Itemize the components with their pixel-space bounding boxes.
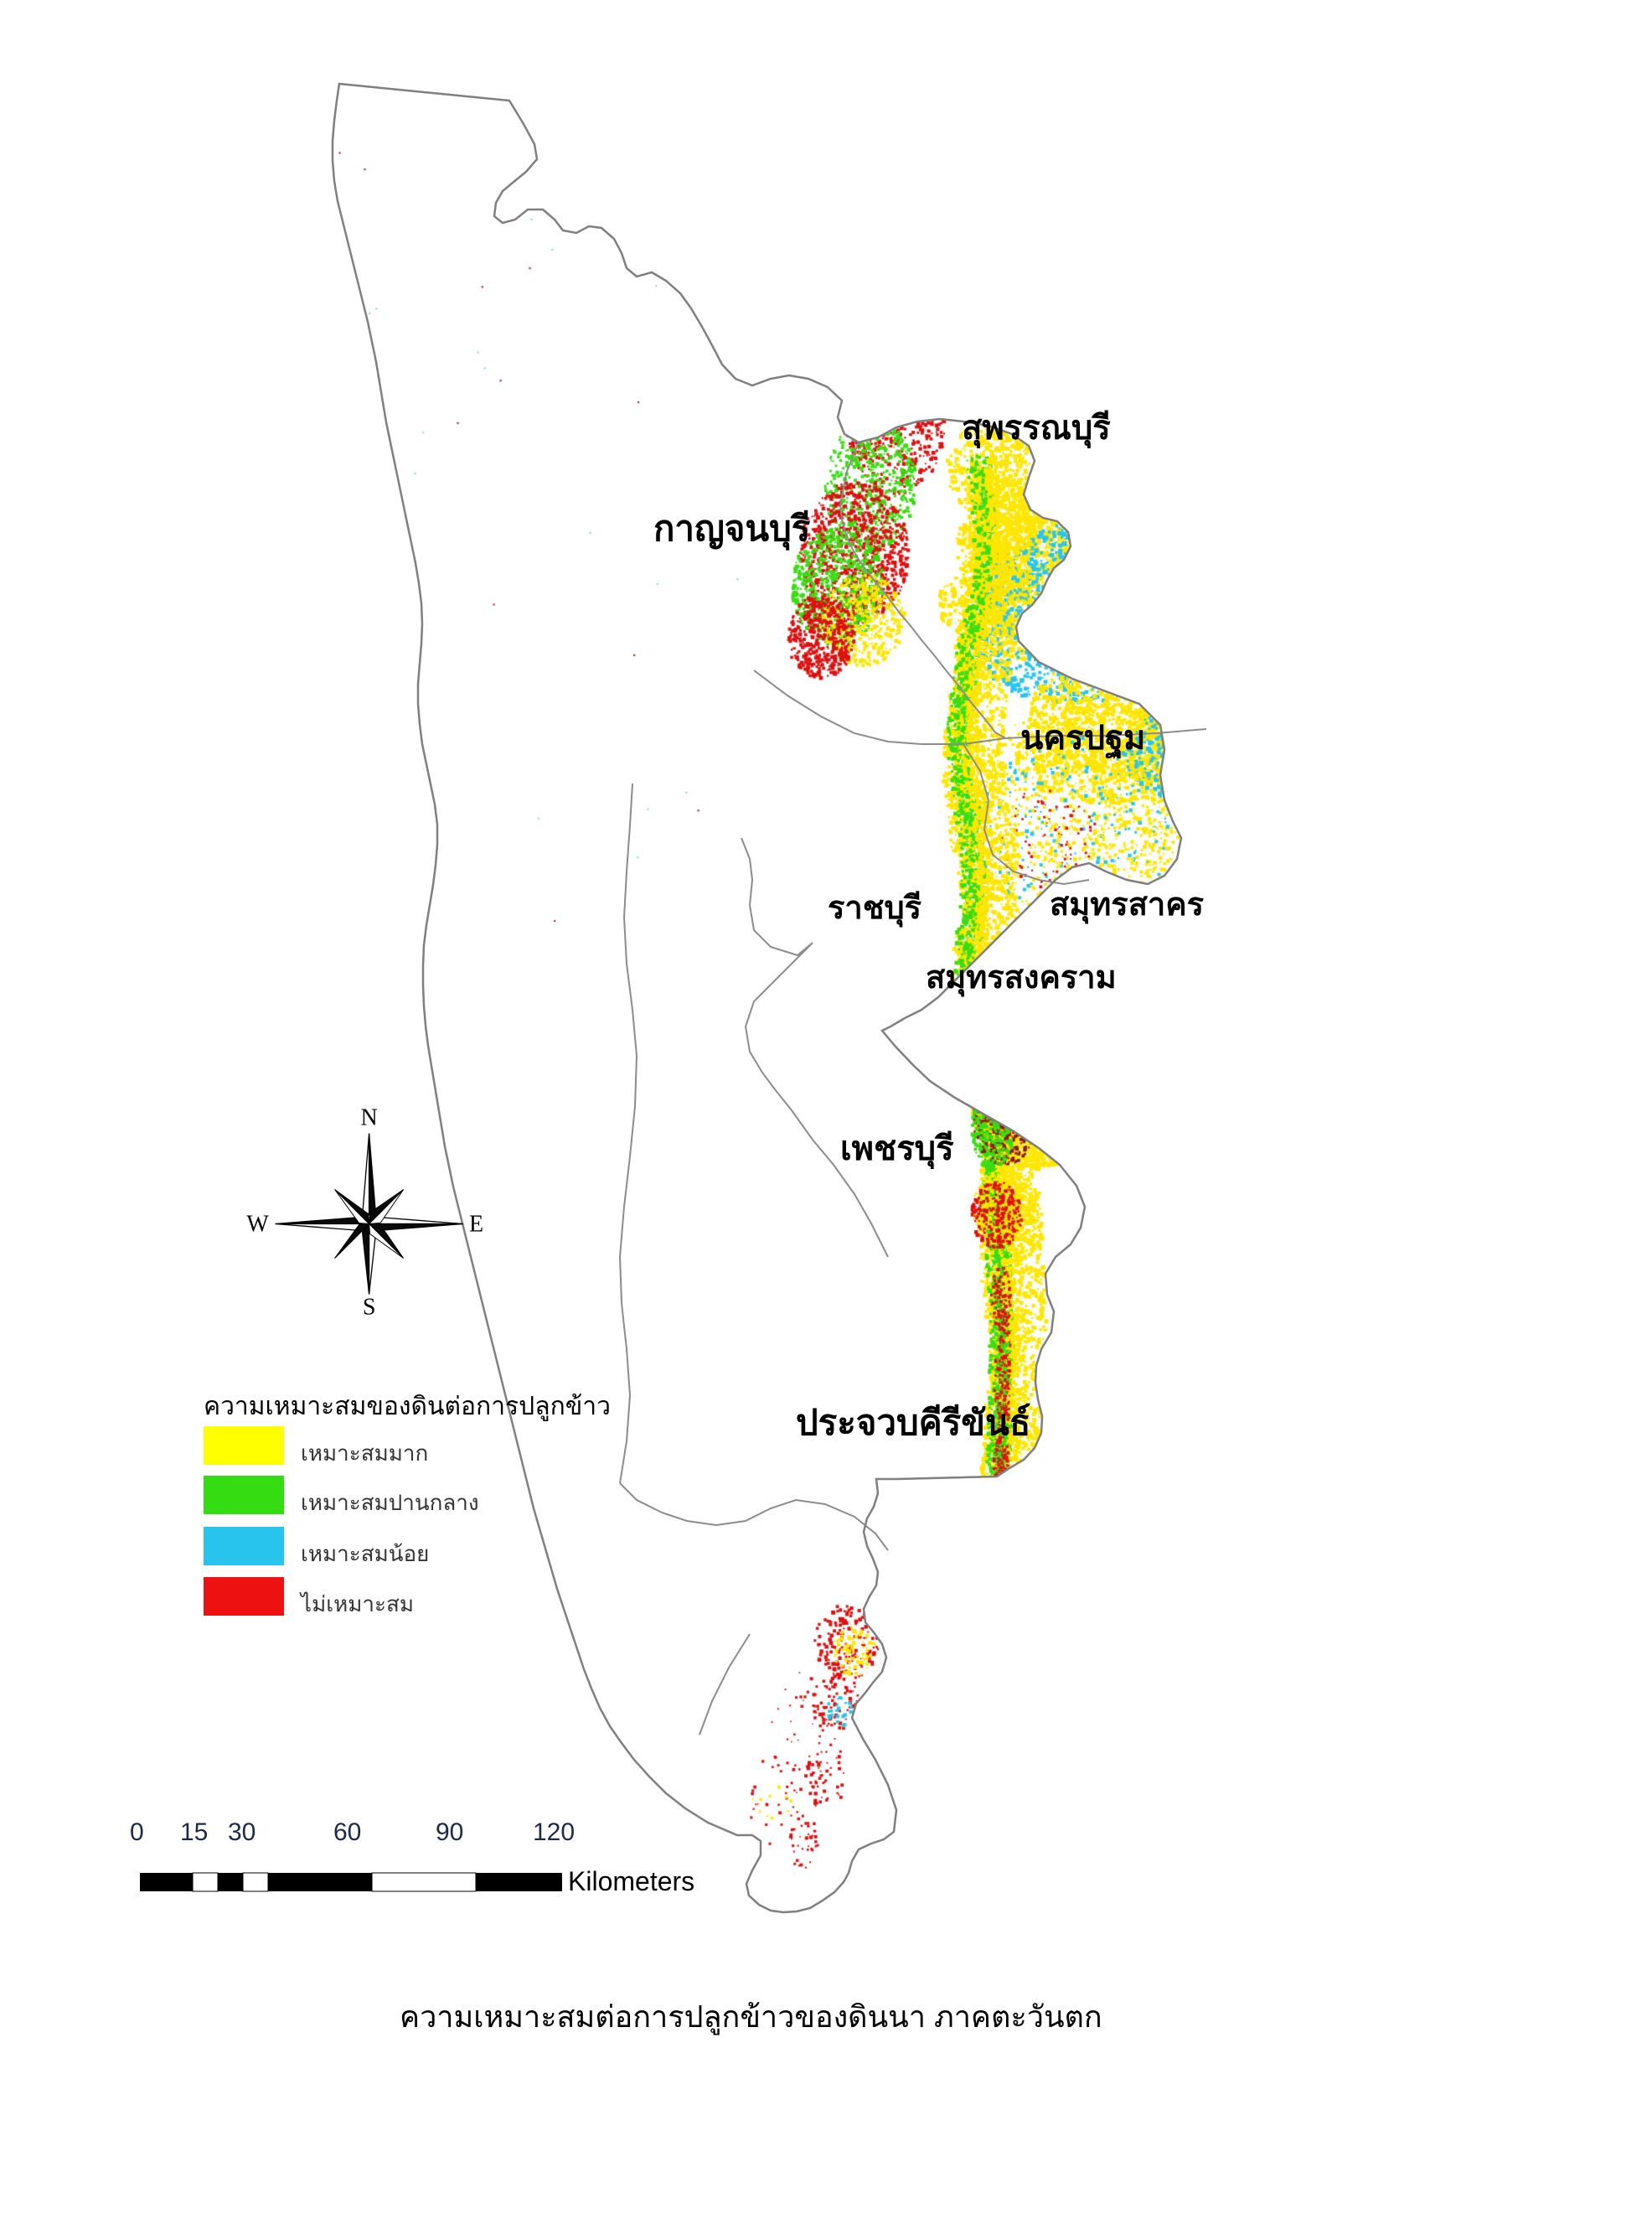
svg-text:Kilometers: Kilometers — [568, 1866, 694, 1896]
svg-text:60: 60 — [333, 1818, 361, 1846]
svg-text:30: 30 — [228, 1818, 256, 1846]
svg-text:90: 90 — [436, 1818, 463, 1846]
svg-text:15: 15 — [180, 1818, 208, 1846]
svg-text:0: 0 — [130, 1818, 144, 1846]
svg-text:120: 120 — [533, 1818, 575, 1846]
